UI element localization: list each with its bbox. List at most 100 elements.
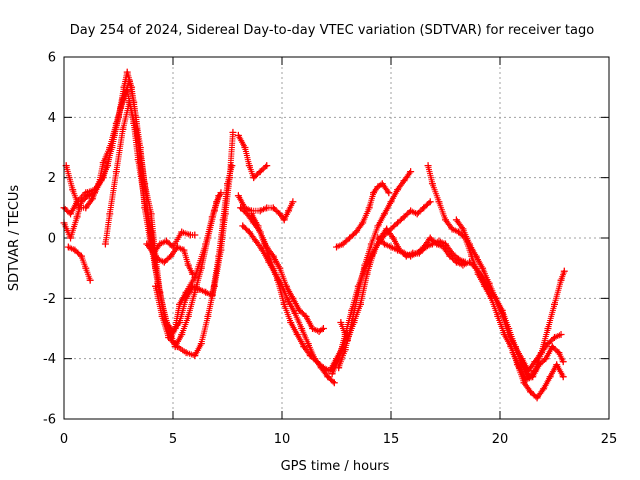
data-point [542, 355, 550, 363]
data-point [400, 249, 408, 257]
data-point [346, 234, 354, 242]
data-point [173, 343, 181, 351]
y-tick-label: 4 [48, 111, 56, 126]
data-point [184, 261, 192, 269]
data-point [420, 204, 428, 212]
data-point [182, 349, 190, 357]
x-tick-label: 5 [169, 432, 177, 447]
series-track-19 [452, 216, 568, 381]
series-track-11 [239, 222, 338, 387]
data-point [160, 258, 168, 266]
data-point [359, 219, 367, 227]
series-track-4 [64, 243, 94, 284]
data-point [77, 252, 85, 260]
data-point [112, 168, 120, 176]
data-point [413, 210, 421, 218]
data-point [125, 77, 133, 85]
data-point [455, 228, 463, 236]
data-point [245, 162, 253, 170]
data-point [178, 228, 186, 236]
data-point [302, 312, 310, 320]
data-point [215, 192, 223, 200]
chart-title: Day 254 of 2024, Sidereal Day-to-day VTE… [70, 23, 594, 38]
data-point [452, 216, 460, 224]
data-point [553, 361, 561, 369]
data-point [191, 352, 199, 360]
data-point [474, 270, 482, 278]
data-point [73, 213, 81, 221]
data-point [505, 325, 513, 332]
data-point [197, 264, 205, 272]
data-point [407, 252, 415, 260]
data-point [335, 355, 343, 363]
y-tick-label: 2 [48, 171, 56, 186]
data-point [544, 340, 552, 348]
x-tick-label: 25 [601, 432, 618, 447]
data-point [341, 346, 349, 354]
data-point [217, 246, 225, 254]
data-point [204, 234, 212, 242]
data-point [367, 240, 375, 248]
data-point [287, 318, 295, 326]
data-point [551, 300, 558, 308]
data-series [60, 68, 568, 402]
data-point [378, 180, 386, 188]
data-point [529, 373, 537, 381]
data-point [245, 228, 253, 236]
data-point [330, 379, 338, 387]
marker-trail [235, 132, 270, 181]
data-point [500, 331, 508, 339]
data-point [136, 150, 144, 158]
y-axis-label: SDTVAR / TECUs [7, 185, 22, 292]
data-point [337, 318, 345, 326]
data-point [125, 98, 133, 106]
series-track-20 [509, 343, 567, 384]
x-tick-label: 20 [492, 432, 509, 447]
data-point [147, 210, 155, 218]
data-point [117, 104, 125, 112]
data-point [263, 162, 271, 170]
data-point [256, 168, 264, 176]
data-point [293, 331, 301, 339]
data-point [394, 246, 402, 254]
data-point [202, 288, 210, 296]
data-point [197, 340, 205, 348]
data-point [380, 210, 388, 218]
data-point [276, 264, 284, 272]
data-point [99, 159, 107, 167]
data-point [407, 168, 415, 176]
data-point [328, 370, 336, 378]
data-point [289, 294, 297, 302]
series-track-7 [143, 228, 199, 257]
x-tick-label: 10 [274, 432, 291, 447]
data-point [210, 207, 218, 215]
data-point [67, 234, 75, 242]
marker-trail [61, 87, 222, 350]
data-point [315, 328, 323, 336]
y-tick-label: 6 [48, 51, 56, 66]
data-point [169, 243, 177, 251]
y-axis-ticks: -6 -4 -2 0 2 4 6 [43, 51, 609, 428]
data-point [184, 312, 192, 320]
data-point [374, 222, 382, 230]
data-point [551, 334, 558, 342]
data-point [485, 279, 493, 287]
data-point [67, 210, 75, 218]
data-point [479, 264, 487, 272]
data-point [71, 246, 79, 254]
data-point [472, 252, 480, 260]
data-point [527, 388, 535, 396]
data-point [533, 394, 541, 402]
x-axis-label: GPS time / hours [281, 459, 390, 474]
data-point [555, 349, 563, 357]
series-track-8 [234, 192, 297, 224]
data-point [91, 189, 99, 197]
data-point [548, 343, 556, 351]
data-point [261, 240, 269, 248]
data-point [162, 237, 170, 245]
data-point [285, 207, 293, 215]
data-point [459, 261, 467, 269]
data-point [298, 325, 306, 332]
data-point [289, 198, 297, 206]
data-point [356, 300, 364, 308]
